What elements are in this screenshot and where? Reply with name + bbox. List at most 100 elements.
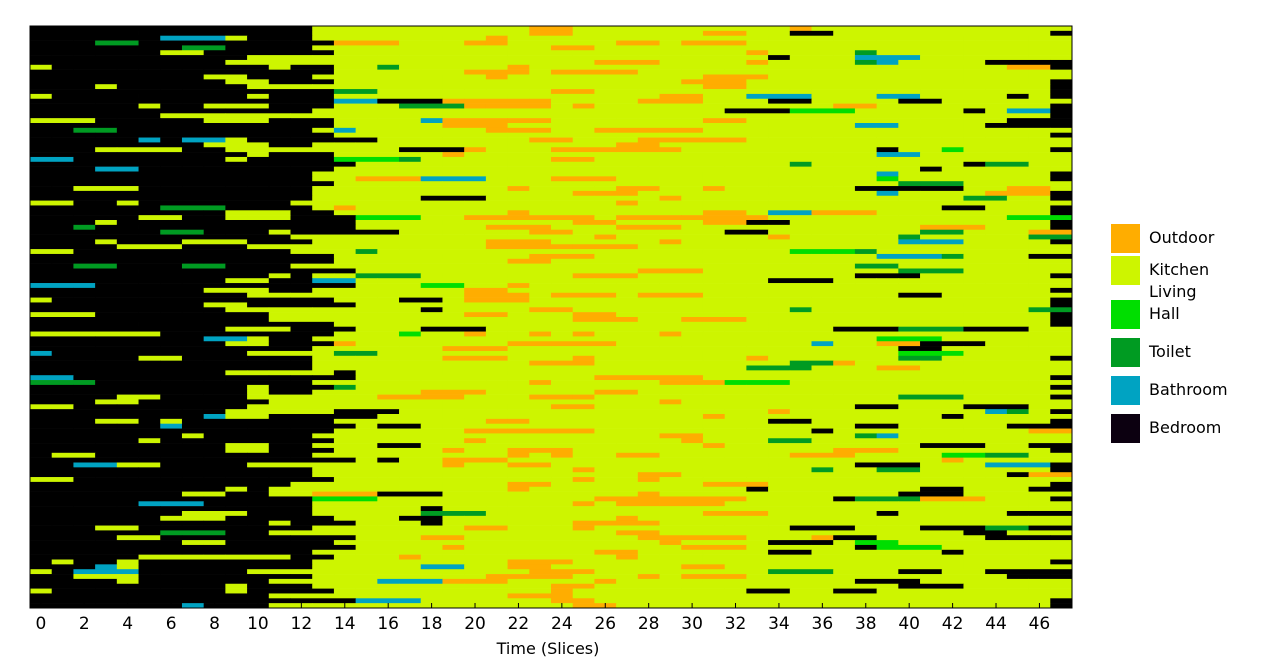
heatmap-cell [1050,598,1073,604]
heatmap-cell [876,384,943,391]
heatmap-cell [377,59,422,66]
heatmap-cell [963,554,1008,560]
heatmap-cell [73,462,118,468]
heatmap-cell [247,176,291,182]
heatmap-cell [920,540,986,546]
heatmap-cell [637,443,660,449]
heatmap-cell [420,283,465,289]
heatmap-cell [768,64,812,70]
heatmap-cell [73,578,118,585]
heatmap-cell [963,98,1029,104]
heatmap-cell [724,375,769,381]
heatmap-cell [963,467,986,473]
heatmap-cell [507,331,530,337]
heatmap-cell [181,137,226,143]
heatmap-cell [963,166,1029,172]
heatmap-cell [572,603,617,609]
heatmap-cell [594,409,660,415]
heatmap-cell [203,331,248,337]
heatmap-cell [876,336,943,342]
heatmap-cell [247,239,270,245]
heatmap-cell [985,603,1051,609]
heatmap-cell [681,384,704,391]
heatmap-cell [789,249,856,255]
heatmap-cell [1006,520,1073,526]
heatmap-cell [399,210,422,216]
heatmap-cell [681,438,704,444]
heatmap-cell [464,399,487,405]
heatmap-cell [789,317,812,323]
heatmap-cell [290,176,313,182]
heatmap-cell [485,45,530,51]
heatmap-cell [963,268,986,274]
heatmap-cell [659,477,704,483]
heatmap-cell [420,64,487,70]
heatmap-cell [247,224,291,230]
heatmap-cell [572,59,595,66]
heatmap-cell [203,108,226,114]
heatmap-cell [355,113,378,119]
heatmap-cell [1028,161,1051,167]
heatmap-cell [551,326,574,332]
heatmap-cell [551,588,574,594]
heatmap-cell [442,229,508,235]
heatmap-cell [464,307,508,313]
heatmap-cell [485,64,508,70]
heatmap-cell [833,375,878,381]
heatmap-cell [963,588,1008,594]
heatmap-cell [464,69,530,75]
heatmap-cell [789,234,812,240]
heatmap-cell [594,414,660,420]
heatmap-cell [355,171,378,177]
heatmap-cell [485,515,552,521]
heatmap-cell [312,59,357,66]
heatmap-cell [659,229,726,235]
heatmap-cell [268,486,335,492]
heatmap-cell [724,414,769,420]
heatmap-cell [290,210,335,216]
heatmap-cell [746,472,791,478]
heatmap-cell [51,55,96,61]
heatmap-cell [572,317,639,323]
heatmap-cell [811,554,878,560]
heatmap-cell [876,321,899,327]
heatmap-cell [963,147,1008,153]
heatmap-cell [138,30,183,36]
heatmap-cell [551,384,595,391]
heatmap-cell [572,457,639,463]
heatmap-cell [920,108,964,114]
heatmap-cell [464,210,508,216]
heatmap-cell [290,234,335,240]
heatmap-cell [464,544,487,551]
heatmap-cell [138,200,161,206]
heatmap-cell [876,171,899,177]
heatmap-cell [789,186,812,192]
heatmap-cell [833,147,878,153]
heatmap-cell [116,224,139,230]
heatmap-cell [247,161,291,167]
heatmap-cell [485,59,552,66]
heatmap-cell [333,190,378,197]
heatmap-cell [833,268,878,274]
heatmap-cell [746,486,769,492]
heatmap-cell [551,515,617,521]
heatmap-cell [30,200,74,206]
heatmap-cell [312,244,357,250]
heatmap-cell [1050,409,1073,415]
x-tick-label: 36 [812,614,834,634]
heatmap-cell [1006,30,1051,36]
heatmap-cell [854,404,899,410]
heatmap-cell [551,583,595,589]
heatmap-cell [333,118,378,124]
heatmap-cell [95,239,118,245]
heatmap-cell [203,258,226,264]
heatmap-cell [377,525,422,531]
heatmap-cell [833,181,899,187]
heatmap-cell [594,103,660,109]
heatmap-cell [963,103,1008,109]
heatmap-cell [95,481,118,488]
heatmap-cell [203,224,248,230]
heatmap-cell [73,574,139,580]
heatmap-cell [268,375,291,381]
heatmap-cell [681,166,747,172]
